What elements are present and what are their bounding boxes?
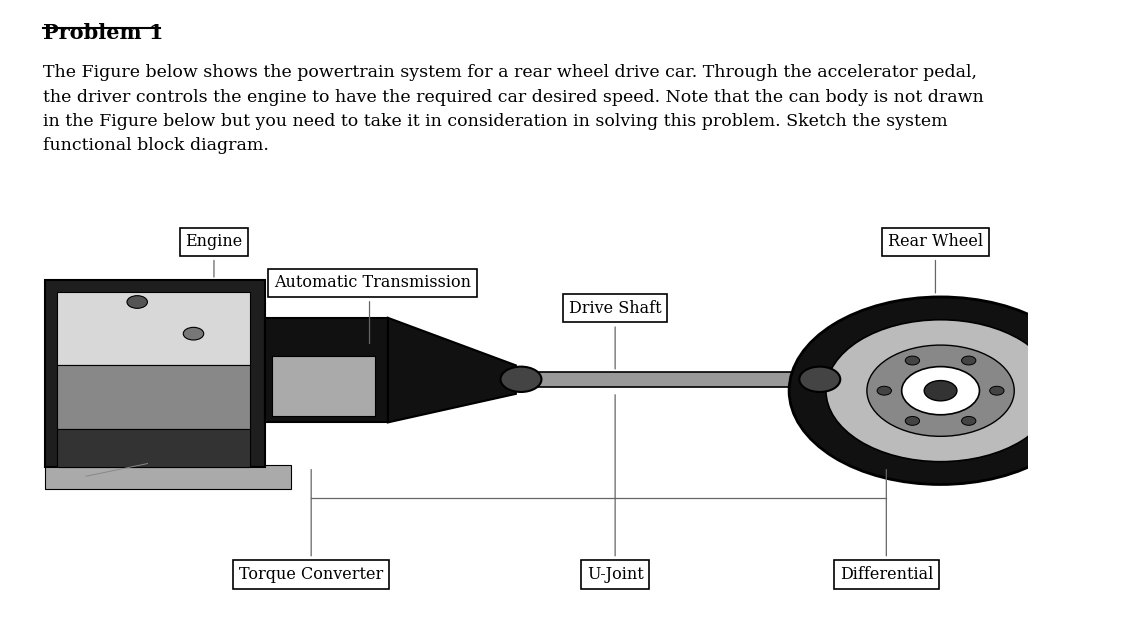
Text: The Figure below shows the powertrain system for a rear wheel drive car. Through: The Figure below shows the powertrain sy… (43, 64, 984, 154)
Polygon shape (388, 318, 516, 422)
Text: Automatic Transmission: Automatic Transmission (275, 275, 471, 291)
Circle shape (962, 356, 976, 365)
Circle shape (877, 386, 892, 395)
Text: Differential: Differential (840, 566, 933, 583)
FancyBboxPatch shape (272, 356, 375, 416)
Circle shape (905, 417, 920, 425)
Circle shape (789, 297, 1092, 485)
Text: Engine: Engine (185, 233, 243, 250)
FancyBboxPatch shape (538, 372, 819, 387)
FancyBboxPatch shape (58, 293, 250, 365)
Text: Drive Shaft: Drive Shaft (568, 300, 661, 317)
Circle shape (127, 296, 147, 308)
Circle shape (924, 381, 957, 401)
Text: Problem 1: Problem 1 (43, 23, 164, 43)
Circle shape (902, 367, 980, 415)
FancyBboxPatch shape (45, 465, 290, 489)
Circle shape (867, 345, 1015, 437)
Circle shape (183, 327, 203, 340)
FancyBboxPatch shape (58, 365, 250, 429)
Circle shape (962, 417, 976, 425)
FancyBboxPatch shape (45, 280, 266, 467)
Circle shape (799, 367, 841, 392)
Circle shape (905, 356, 920, 365)
Circle shape (826, 320, 1055, 462)
Text: U-Joint: U-Joint (586, 566, 643, 583)
Circle shape (501, 367, 541, 392)
FancyBboxPatch shape (272, 356, 375, 416)
FancyBboxPatch shape (266, 318, 388, 422)
Text: Torque Converter: Torque Converter (240, 566, 383, 583)
Text: Rear Wheel: Rear Wheel (888, 233, 983, 250)
Circle shape (990, 386, 1005, 395)
FancyBboxPatch shape (58, 429, 250, 467)
